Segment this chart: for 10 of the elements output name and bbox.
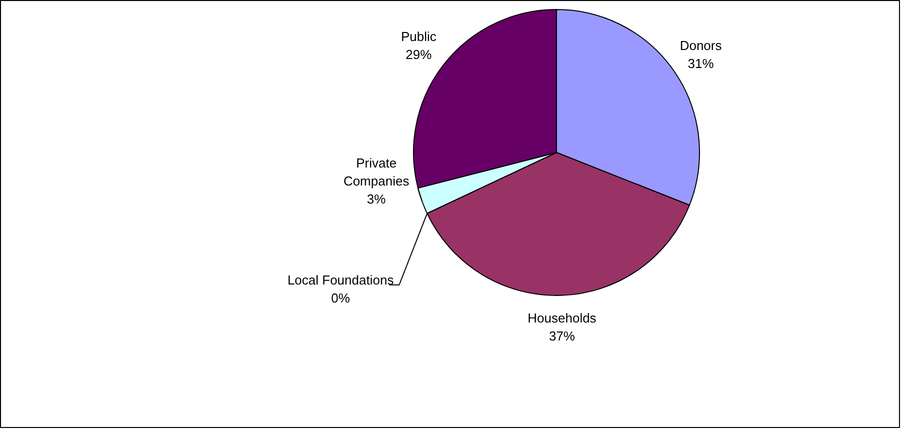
text: 0% <box>331 290 350 306</box>
slice-label: Private Companies <box>343 155 410 188</box>
data-label: 31% <box>688 56 714 71</box>
category-label: Local Foundations <box>287 272 394 288</box>
data-label: 3% <box>366 191 386 206</box>
slice-label: Households <box>528 310 597 326</box>
data-label: 37% <box>548 328 576 344</box>
slice-label: Donors <box>680 38 722 53</box>
data-label: 29% <box>406 47 432 62</box>
slice-label: Public <box>400 29 437 44</box>
